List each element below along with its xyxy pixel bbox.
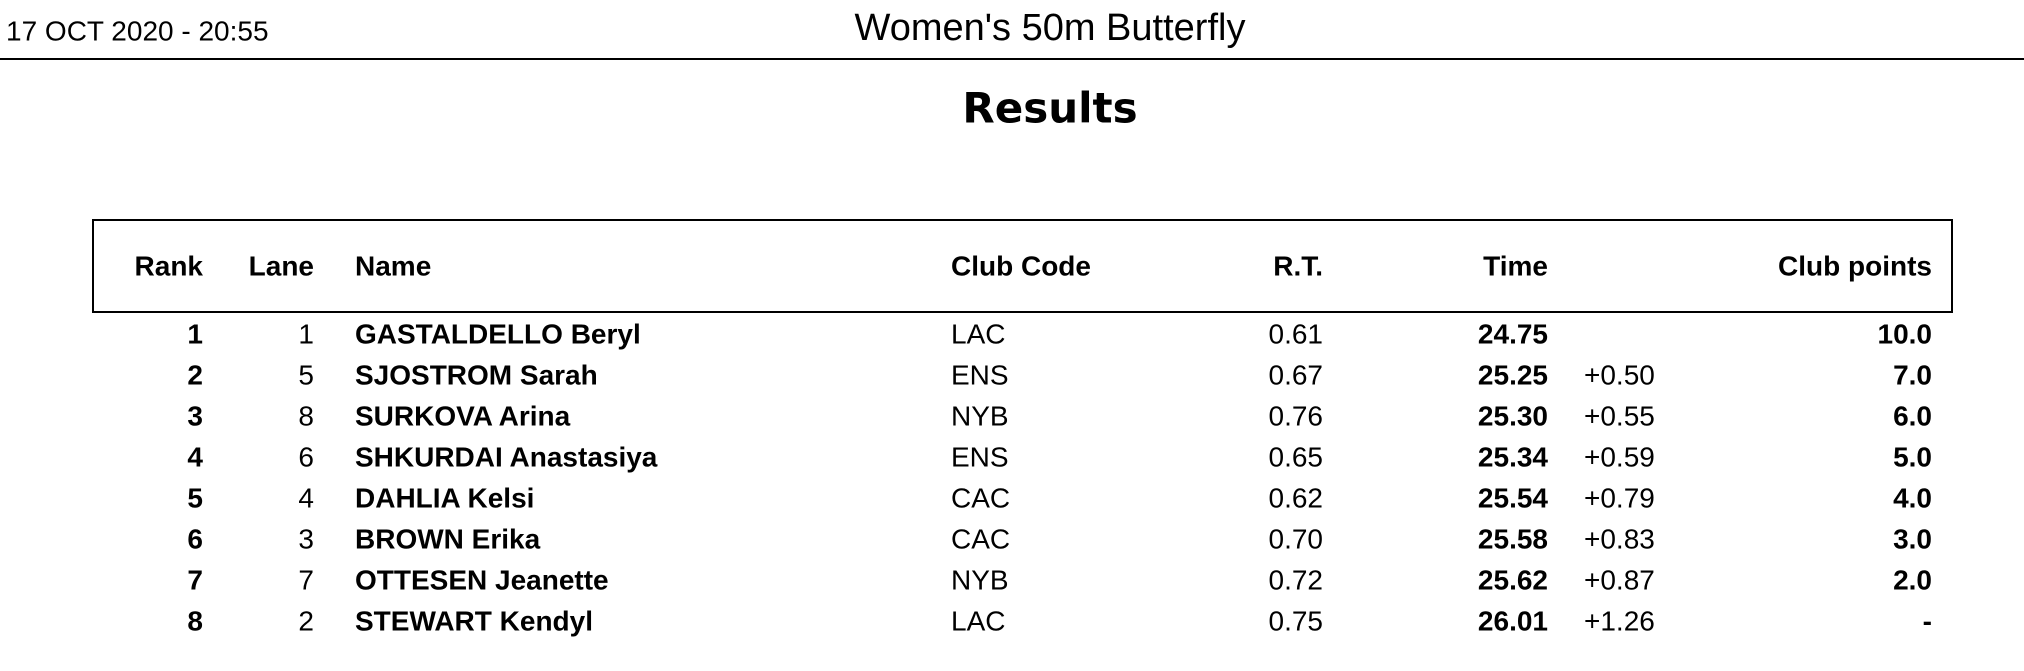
cell-lane: 2: [298, 605, 314, 636]
cell-lane: 7: [298, 564, 314, 595]
cell-lane: 8: [298, 400, 314, 431]
cell-time: 25.25: [1478, 359, 1548, 390]
datetime: 17 OCT 2020 - 20:55: [6, 15, 269, 46]
cell-name: BROWN Erika: [355, 523, 541, 554]
cell-name: GASTALDELLO Beryl: [355, 318, 641, 349]
column-header: Club points: [1778, 250, 1932, 281]
cell-club: NYB: [951, 564, 1009, 595]
cell-rt: 0.61: [1269, 318, 1324, 349]
cell-time: 24.75: [1478, 318, 1548, 349]
cell-name: SURKOVA Arina: [355, 400, 571, 431]
cell-name: SHKURDAI Anastasiya: [355, 441, 658, 472]
cell-points: 10.0: [1878, 318, 1933, 349]
cell-rank: 4: [187, 441, 203, 472]
cell-time: 25.30: [1478, 400, 1548, 431]
cell-points: 4.0: [1893, 482, 1932, 513]
cell-behind: +0.83: [1584, 523, 1655, 554]
cell-points: 3.0: [1893, 523, 1932, 554]
cell-points: 6.0: [1893, 400, 1932, 431]
cell-lane: 5: [298, 359, 314, 390]
cell-club: NYB: [951, 400, 1009, 431]
cell-club: LAC: [951, 605, 1005, 636]
cell-rt: 0.67: [1269, 359, 1324, 390]
cell-time: 25.54: [1478, 482, 1548, 513]
cell-behind: +0.59: [1584, 441, 1655, 472]
cell-time: 26.01: [1478, 605, 1548, 636]
cell-points: 5.0: [1893, 441, 1932, 472]
cell-lane: 6: [298, 441, 314, 472]
cell-rt: 0.75: [1269, 605, 1324, 636]
column-header: Name: [355, 250, 431, 281]
event-title: Women's 50m Butterfly: [855, 7, 1246, 49]
column-header: Time: [1483, 250, 1548, 281]
cell-time: 25.58: [1478, 523, 1548, 554]
column-header: Lane: [249, 250, 314, 281]
cell-rt: 0.76: [1269, 400, 1324, 431]
cell-time: 25.34: [1478, 441, 1548, 472]
cell-rank: 1: [187, 318, 203, 349]
cell-lane: 3: [298, 523, 314, 554]
cell-rank: 5: [187, 482, 203, 513]
cell-points: 7.0: [1893, 359, 1932, 390]
cell-rt: 0.70: [1269, 523, 1324, 554]
column-header: R.T.: [1273, 250, 1323, 281]
cell-club: ENS: [951, 441, 1009, 472]
cell-behind: +0.50: [1584, 359, 1655, 390]
cell-rank: 2: [187, 359, 203, 390]
cell-behind: +0.55: [1584, 400, 1655, 431]
cell-club: CAC: [951, 482, 1010, 513]
cell-points: -: [1923, 605, 1932, 636]
cell-lane: 1: [298, 318, 314, 349]
column-header: Rank: [135, 250, 204, 281]
cell-name: STEWART Kendyl: [355, 605, 593, 636]
cell-behind: +0.79: [1584, 482, 1655, 513]
cell-time: 25.62: [1478, 564, 1548, 595]
cell-club: LAC: [951, 318, 1005, 349]
header-box: [92, 219, 1953, 313]
cell-rt: 0.62: [1269, 482, 1324, 513]
cell-lane: 4: [298, 482, 314, 513]
column-header: Club Code: [951, 250, 1091, 281]
cell-rt: 0.72: [1269, 564, 1324, 595]
cell-rank: 6: [187, 523, 203, 554]
cell-rank: 7: [187, 564, 203, 595]
cell-behind: +0.87: [1584, 564, 1655, 595]
cell-rank: 3: [187, 400, 203, 431]
cell-behind: +1.26: [1584, 605, 1655, 636]
cell-club: ENS: [951, 359, 1009, 390]
cell-name: OTTESEN Jeanette: [355, 564, 609, 595]
cell-name: SJOSTROM Sarah: [355, 359, 598, 390]
subtitle: Results: [962, 84, 1137, 133]
cell-points: 2.0: [1893, 564, 1932, 595]
cell-club: CAC: [951, 523, 1010, 554]
cell-name: DAHLIA Kelsi: [355, 482, 534, 513]
cell-rank: 8: [187, 605, 203, 636]
cell-rt: 0.65: [1269, 441, 1324, 472]
